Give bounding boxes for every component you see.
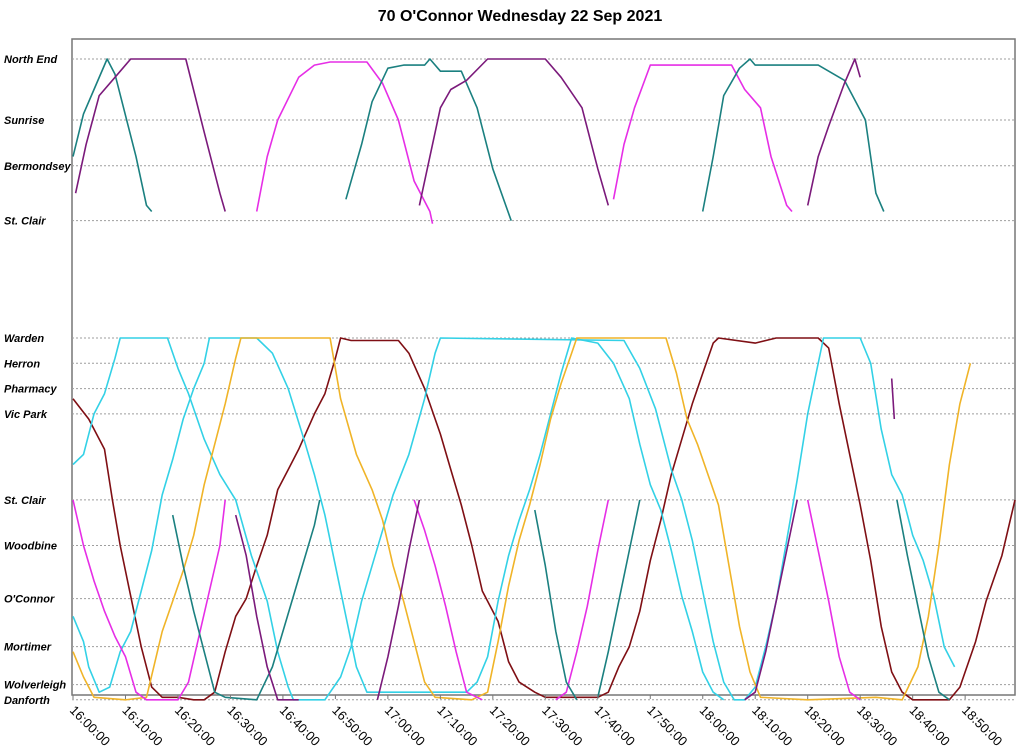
time-tick-labels: 16:00:00 16:10:00 16:20:00 16:30:00 16:40:00… <box>67 695 1005 749</box>
tick-label-18-10-00: 18:10:00 <box>749 703 795 749</box>
trip-line-lower-10 <box>555 499 610 701</box>
tick-label-17-00-00: 17:00:00 <box>382 703 428 749</box>
trip-line-lower-2 <box>72 337 956 701</box>
stop-label-upper-bermondsey: Bermondsey <box>4 161 72 173</box>
trip-lines <box>72 58 1016 701</box>
tick-label-16-00-00: 16:00:00 <box>67 703 113 749</box>
trip-line-lower-7 <box>234 514 299 701</box>
tick-label-17-20-00: 17:20:00 <box>487 703 533 749</box>
plot-area <box>71 38 1016 696</box>
tick-label-18-00-00: 18:00:00 <box>697 703 743 749</box>
tick-label-16-20-00: 16:20:00 <box>172 703 218 749</box>
trip-line-lower-5 <box>72 499 226 701</box>
tick-label-17-40-00: 17:40:00 <box>592 703 638 749</box>
trip-line-upper-8 <box>806 58 861 206</box>
stop-label-lower-vic-park: Vic Park <box>4 409 48 421</box>
stop-label-lower-mortimer: Mortimer <box>4 642 52 654</box>
trip-line-lower-12 <box>534 509 578 701</box>
tick-label-16-40-00: 16:40:00 <box>277 703 323 749</box>
trip-line-lower-15 <box>896 499 950 701</box>
trip-line-lower-3 <box>72 337 725 701</box>
tick-label-17-30-00: 17:30:00 <box>539 703 585 749</box>
tick-label-18-40-00: 18:40:00 <box>907 703 953 749</box>
stop-label-lower-pharmacy: Pharmacy <box>4 384 57 396</box>
tick-label-16-30-00: 16:30:00 <box>224 703 270 749</box>
tick-label-18-20-00: 18:20:00 <box>802 703 848 749</box>
stop-label-lower-wolverleigh: Wolverleigh <box>4 680 66 692</box>
tick-label-18-30-00: 18:30:00 <box>854 703 900 749</box>
trip-line-lower-4 <box>72 337 972 701</box>
stop-label-lower-o-connor: O'Connor <box>4 594 55 606</box>
trip-line-upper-3 <box>255 61 434 224</box>
tick-label-16-10-00: 16:10:00 <box>119 703 165 749</box>
tick-label-17-50-00: 17:50:00 <box>644 703 690 749</box>
trip-line-lower-14 <box>806 499 861 701</box>
trip-line-lower-13 <box>744 499 798 701</box>
chart-title: 70 O'Connor Wednesday 22 Sep 2021 <box>377 8 663 25</box>
stop-label-upper-north-end: North End <box>4 54 57 66</box>
trip-line-upper-6 <box>612 64 793 213</box>
stop-label-lower-warden: Warden <box>4 333 44 345</box>
stop-label-lower-woodbine: Woodbine <box>4 540 57 552</box>
trip-line-upper-5 <box>418 58 610 206</box>
trip-line-lower-9 <box>376 499 421 700</box>
stop-label-lower-danforth: Danforth <box>4 695 50 707</box>
stop-label-upper-st-clair: St. Clair <box>4 216 46 228</box>
trip-line-upper-4 <box>345 58 512 221</box>
stop-label-lower-st-clair: St. Clair <box>4 495 46 507</box>
trip-line-lower-16 <box>890 378 896 420</box>
tick-label-18-50-00: 18:50:00 <box>959 703 1005 749</box>
trip-line-lower-11 <box>597 499 641 698</box>
stop-labels: North End Sunrise Bermondsey St. Clair Warde… <box>4 54 72 707</box>
trip-line-upper-7 <box>701 58 885 212</box>
trip-line-lower-1 <box>72 337 1016 701</box>
trip-line-upper-2 <box>74 58 226 212</box>
trip-line-lower-8 <box>413 499 483 701</box>
trip-line-upper-1 <box>72 58 153 213</box>
stop-label-lower-herron: Herron <box>4 358 40 370</box>
tick-label-16-50-00: 16:50:00 <box>329 703 375 749</box>
tick-label-17-10-00: 17:10:00 <box>434 703 480 749</box>
stop-label-upper-sunrise: Sunrise <box>4 115 44 127</box>
trip-line-lower-6 <box>171 499 321 701</box>
